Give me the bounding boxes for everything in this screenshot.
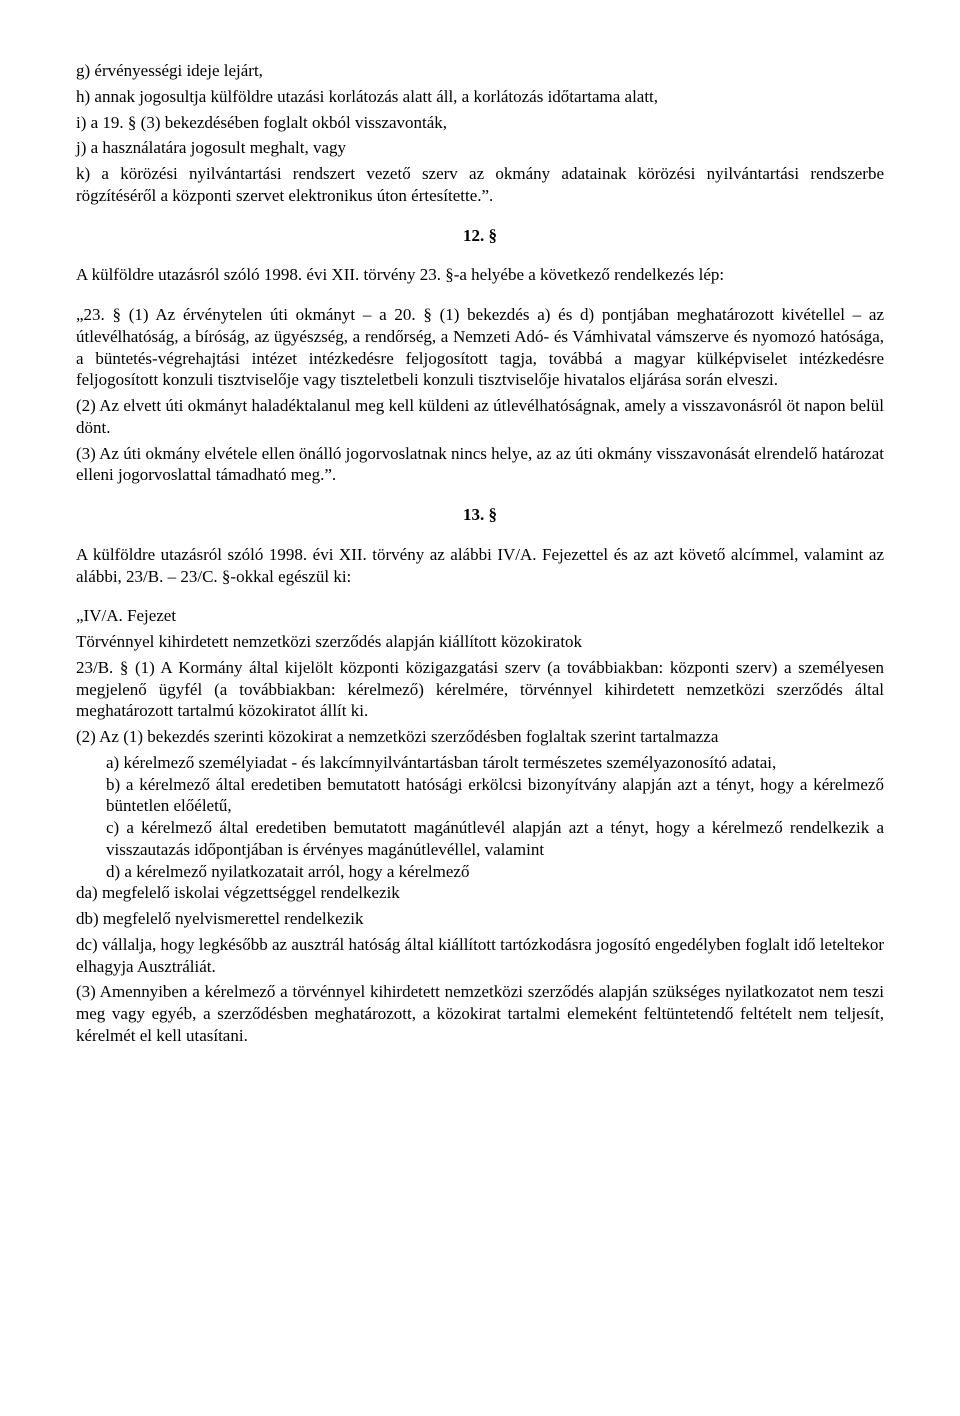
chapter-subtitle: Törvénnyel kihirdetett nemzetközi szerző… <box>76 631 884 653</box>
list-item-b: b) a kérelmező által eredetiben bemutato… <box>106 774 884 818</box>
section-12-para-3: (3) Az úti okmány elvétele ellen önálló … <box>76 443 884 487</box>
section-number-12: 12. § <box>76 225 884 247</box>
section-13-para-1: 23/B. § (1) A Kormány által kijelölt köz… <box>76 657 884 722</box>
list-item-i: i) a 19. § (3) bekezdésében foglalt okbó… <box>76 112 884 134</box>
list-item-c: c) a kérelmező által eredetiben bemutato… <box>106 817 884 861</box>
section-13-lead: A külföldre utazásról szóló 1998. évi XI… <box>76 544 884 588</box>
section-13-para-3: (3) Amennyiben a kérelmező a törvénnyel … <box>76 981 884 1046</box>
section-12-para-2: (2) Az elvett úti okmányt haladéktalanul… <box>76 395 884 439</box>
list-item-j: j) a használatára jogosult meghalt, vagy <box>76 137 884 159</box>
list-item-da: da) megfelelő iskolai végzettséggel rend… <box>76 882 884 904</box>
section-12-lead: A külföldre utazásról szóló 1998. évi XI… <box>76 264 884 286</box>
list-item-a: a) kérelmező személyiadat - és lakcímnyi… <box>106 752 884 774</box>
list-item-d: d) a kérelmező nyilatkozatait arról, hog… <box>106 861 884 883</box>
section-12-para-1: „23. § (1) Az érvénytelen úti okmányt – … <box>76 304 884 391</box>
list-item-g: g) érvényességi ideje lejárt, <box>76 60 884 82</box>
list-item-h: h) annak jogosultja külföldre utazási ko… <box>76 86 884 108</box>
list-item-k: k) a körözési nyilvántartási rendszert v… <box>76 163 884 207</box>
list-item-db: db) megfelelő nyelvismerettel rendelkezi… <box>76 908 884 930</box>
list-item-dc: dc) vállalja, hogy legkésőbb az ausztrál… <box>76 934 884 978</box>
chapter-heading: „IV/A. Fejezet <box>76 605 884 627</box>
section-13-para-2: (2) Az (1) bekezdés szerinti közokirat a… <box>76 726 884 748</box>
section-number-13: 13. § <box>76 504 884 526</box>
